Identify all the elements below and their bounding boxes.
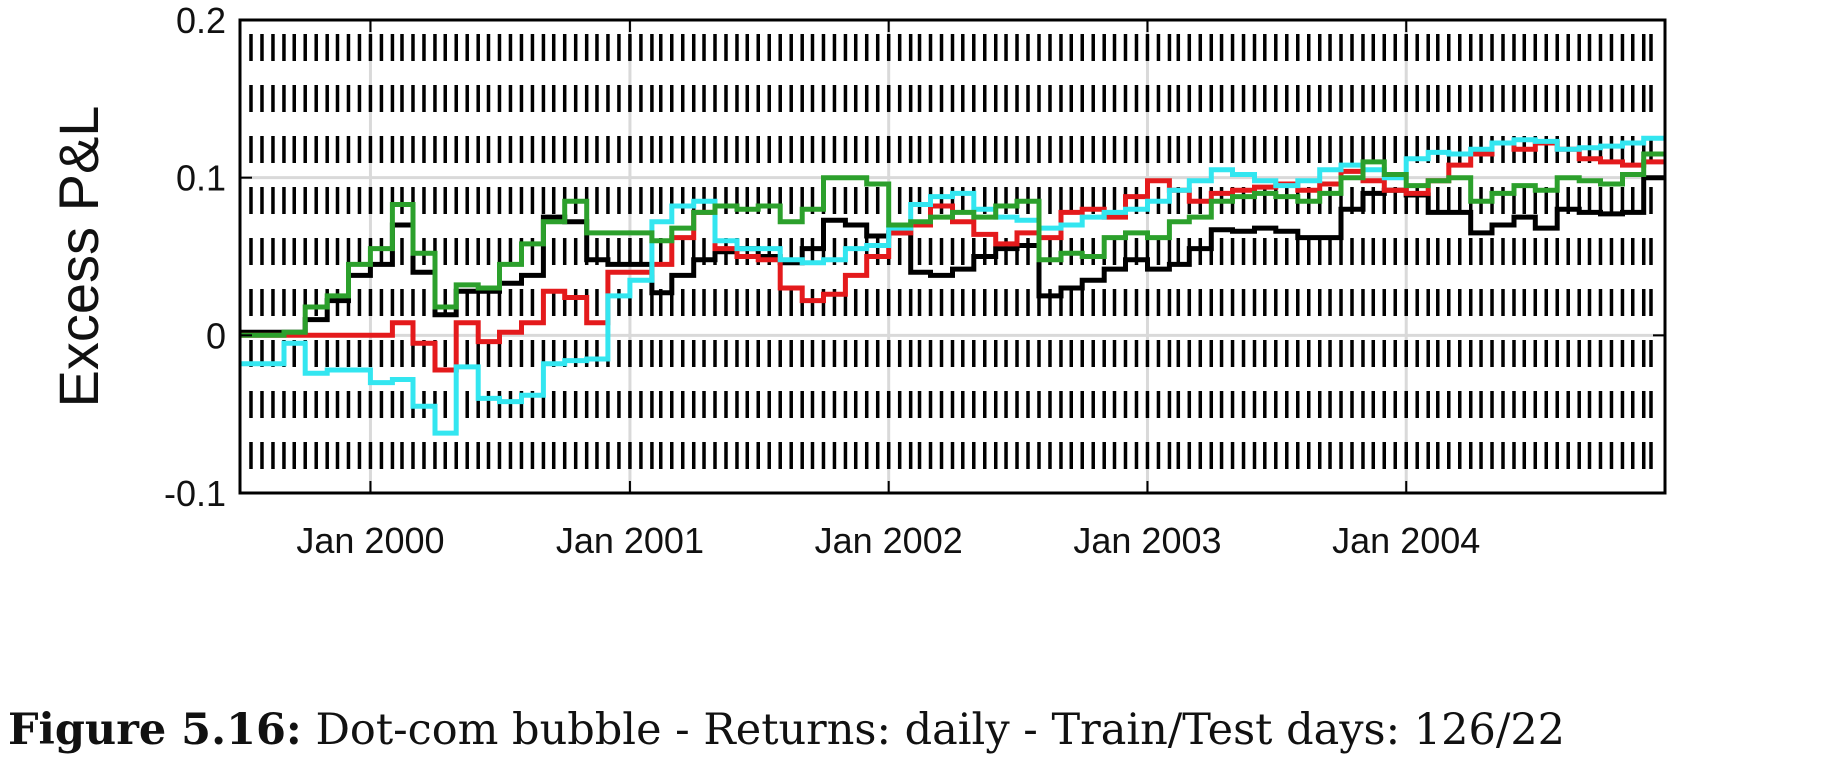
figure-caption: Figure 5.16: Dot-com bubble - Returns: d… (8, 705, 1813, 755)
figure-caption-text: Dot-com bubble - Returns: daily - Train/… (315, 705, 1566, 755)
series-group (240, 135, 1665, 436)
x-tick-label: Jan 2004 (1332, 520, 1480, 561)
series-line-3 (240, 135, 1665, 436)
x-tick-label: Jan 2002 (815, 520, 963, 561)
x-tick-label: Jan 2003 (1073, 520, 1221, 561)
y-tick-label: 0 (206, 315, 226, 356)
y-axis-label: Excess P&L (47, 106, 110, 408)
figure-number: Figure 5.16: (8, 705, 302, 755)
plot-frame (238, 18, 1667, 495)
y-tick-label: 0.1 (176, 158, 226, 199)
x-tick-label: Jan 2001 (556, 520, 704, 561)
axis-ticks: -0.1 0 0.1 0.2 Jan 2000 Jan 2001 Jan 2002 Jan 2… (164, 0, 1665, 561)
x-tick-label: Jan 2000 (296, 520, 444, 561)
y-tick-label: 0.2 (176, 0, 226, 41)
y-tick-label: -0.1 (164, 473, 226, 514)
rebalance-markers (249, 34, 1653, 491)
series-line-4 (240, 151, 1665, 338)
